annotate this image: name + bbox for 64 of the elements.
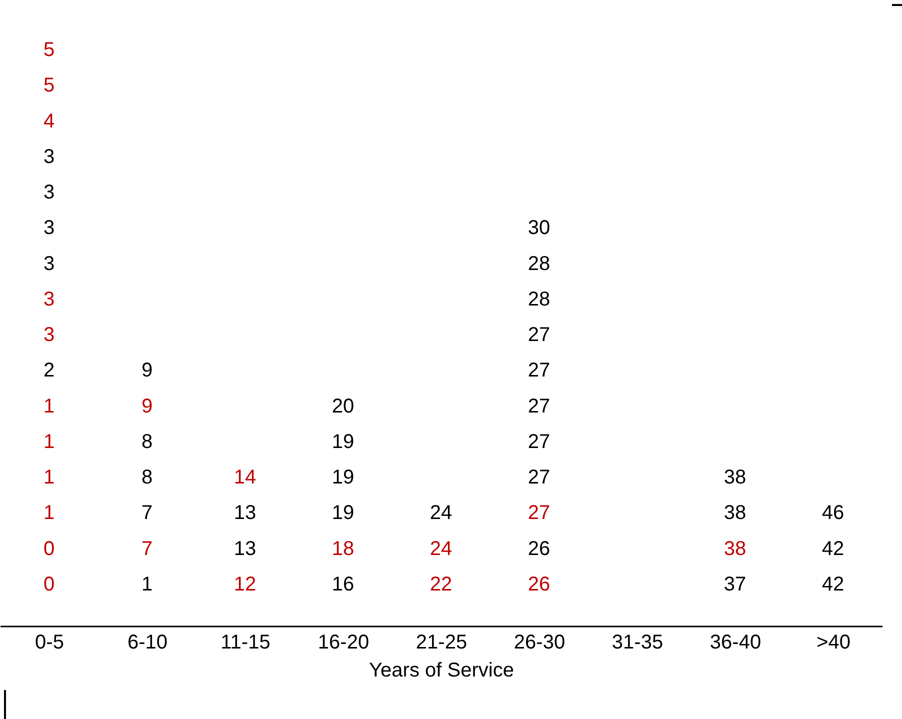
- category-label: 6-10: [127, 632, 168, 654]
- data-label: 38: [724, 466, 746, 488]
- data-label: 1: [43, 430, 55, 453]
- data-label: 9: [141, 360, 153, 382]
- data-label: 42: [822, 538, 844, 560]
- data-label: 38: [724, 502, 746, 524]
- data-label: 1: [141, 573, 153, 596]
- data-label: 3: [43, 182, 55, 204]
- data-label: 3: [43, 288, 55, 310]
- data-label: 5: [43, 39, 55, 61]
- data-label: 26: [528, 538, 550, 560]
- data-label: 13: [234, 538, 256, 560]
- category-label: 26-30: [514, 632, 566, 654]
- data-label: 30: [528, 217, 550, 240]
- category-label: 36-40: [710, 632, 762, 654]
- category-label: 16-20: [318, 632, 370, 654]
- data-label: 38: [724, 538, 746, 560]
- data-label: 12: [234, 573, 256, 596]
- data-label: 14: [234, 466, 256, 488]
- data-label: 1: [43, 502, 55, 524]
- category-label: 0-5: [35, 632, 64, 654]
- data-label: 19: [332, 502, 354, 524]
- data-label: 1: [43, 395, 55, 418]
- category-label: 11-15: [220, 632, 270, 654]
- data-label: 13: [234, 502, 256, 524]
- data-label: 28: [528, 288, 550, 310]
- data-label: 0: [43, 573, 55, 596]
- data-label: 3: [43, 252, 55, 275]
- data-label: 27: [528, 430, 550, 453]
- data-label: 7: [141, 502, 153, 524]
- category-label: >40: [816, 632, 850, 654]
- category-label: 31-35: [612, 632, 664, 654]
- data-label: 5: [43, 74, 55, 97]
- data-label: 27: [528, 324, 550, 346]
- data-label: 28: [528, 252, 550, 275]
- data-label: 3: [43, 324, 55, 346]
- data-label: 0: [43, 538, 55, 560]
- data-label: 19: [332, 466, 354, 488]
- category-label: 21-25: [416, 632, 468, 654]
- data-label: 9: [141, 395, 153, 418]
- data-label: 27: [528, 502, 550, 524]
- data-label: 24: [430, 502, 452, 524]
- data-label: 2: [43, 360, 55, 382]
- data-label: 3: [43, 146, 55, 168]
- data-label: 46: [822, 502, 844, 524]
- data-label: 20: [332, 395, 354, 418]
- data-label: 26: [528, 573, 550, 596]
- data-label: 8: [141, 466, 153, 488]
- data-label: 22: [430, 573, 452, 596]
- text: Years of Service: [369, 660, 514, 682]
- data-label: 18: [332, 538, 354, 560]
- data-label: 42: [822, 573, 844, 596]
- data-label: 3: [43, 217, 55, 240]
- data-label: 19: [332, 430, 354, 453]
- data-label: 8: [141, 430, 153, 453]
- data-label: 27: [528, 395, 550, 418]
- data-label: 16: [332, 573, 354, 596]
- data-label: 4: [43, 110, 55, 132]
- data-label: 27: [528, 466, 550, 488]
- data-label: 27: [528, 360, 550, 382]
- data-label: 1: [43, 466, 55, 488]
- data-label: 37: [724, 573, 746, 596]
- data-label: 7: [141, 538, 153, 560]
- data-label: 24: [430, 538, 452, 560]
